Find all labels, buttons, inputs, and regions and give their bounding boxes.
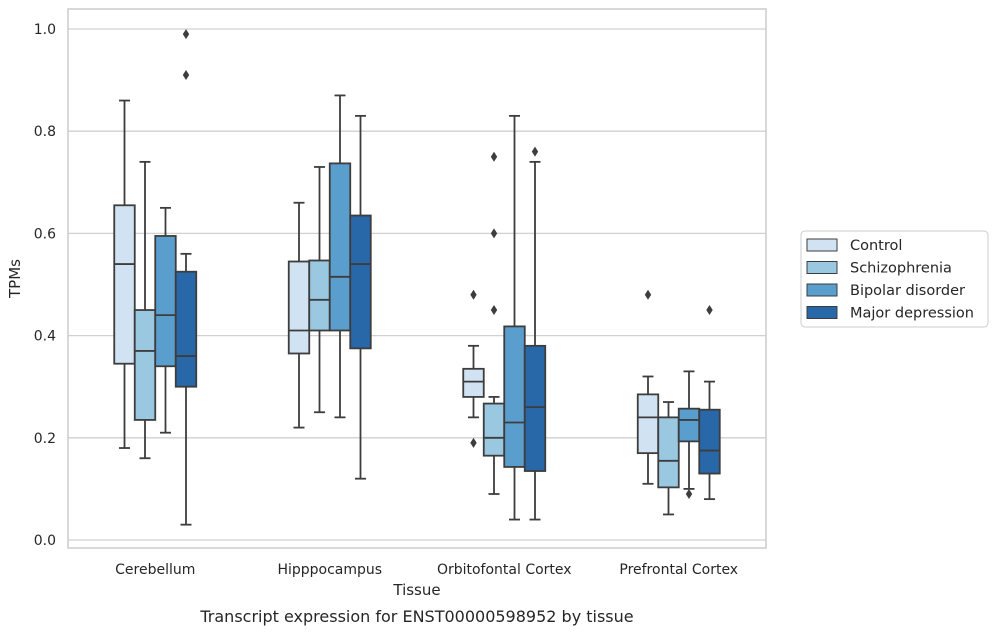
legend-label: Major depression — [850, 306, 974, 322]
iqr-box — [525, 346, 546, 471]
x-tick-label: Hipppocampus — [277, 562, 382, 578]
y-tick-label: 0.8 — [34, 124, 56, 140]
x-tick-label: Orbitofontal Cortex — [437, 562, 572, 578]
x-tick-label: Prefrontal Cortex — [619, 562, 738, 578]
legend-label: Bipolar disorder — [850, 283, 965, 299]
y-tick-label: 1.0 — [34, 22, 56, 38]
iqr-box — [330, 163, 351, 330]
legend: Control Schizophrenia Bipolar disorder Majo… — [801, 231, 988, 327]
legend-swatch — [807, 239, 837, 251]
iqr-box — [699, 410, 720, 474]
iqr-box — [638, 394, 659, 453]
y-tick-label: 0.2 — [34, 431, 56, 447]
y-tick-label: 0.6 — [34, 226, 56, 242]
iqr-box — [114, 205, 135, 363]
iqr-box — [289, 262, 310, 354]
iqr-box — [176, 272, 197, 387]
y-tick-label: 0.4 — [34, 329, 56, 345]
iqr-box — [135, 310, 156, 420]
chart: 0.0 0.2 0.4 0.6 0.8 1.0 Cerebellum Hipppocampu… — [0, 0, 997, 634]
legend-label: Schizophrenia — [850, 261, 952, 277]
chart-caption: Transcript expression for ENST0000059895… — [199, 607, 633, 626]
y-tick-label: 0.0 — [34, 533, 56, 549]
legend-swatch — [807, 307, 837, 319]
iqr-box — [463, 369, 484, 397]
y-axis-label: TPMs — [6, 259, 24, 299]
iqr-box — [350, 216, 371, 349]
iqr-box — [309, 260, 330, 330]
legend-swatch — [807, 284, 837, 296]
legend-swatch — [807, 262, 837, 274]
iqr-box — [679, 409, 700, 442]
legend-label: Control — [850, 238, 902, 254]
iqr-box — [658, 417, 679, 487]
iqr-box — [155, 236, 176, 366]
x-axis-label: Tissue — [392, 581, 440, 599]
iqr-box — [504, 326, 525, 467]
x-tick-label: Cerebellum — [115, 562, 195, 578]
iqr-box — [484, 404, 505, 456]
